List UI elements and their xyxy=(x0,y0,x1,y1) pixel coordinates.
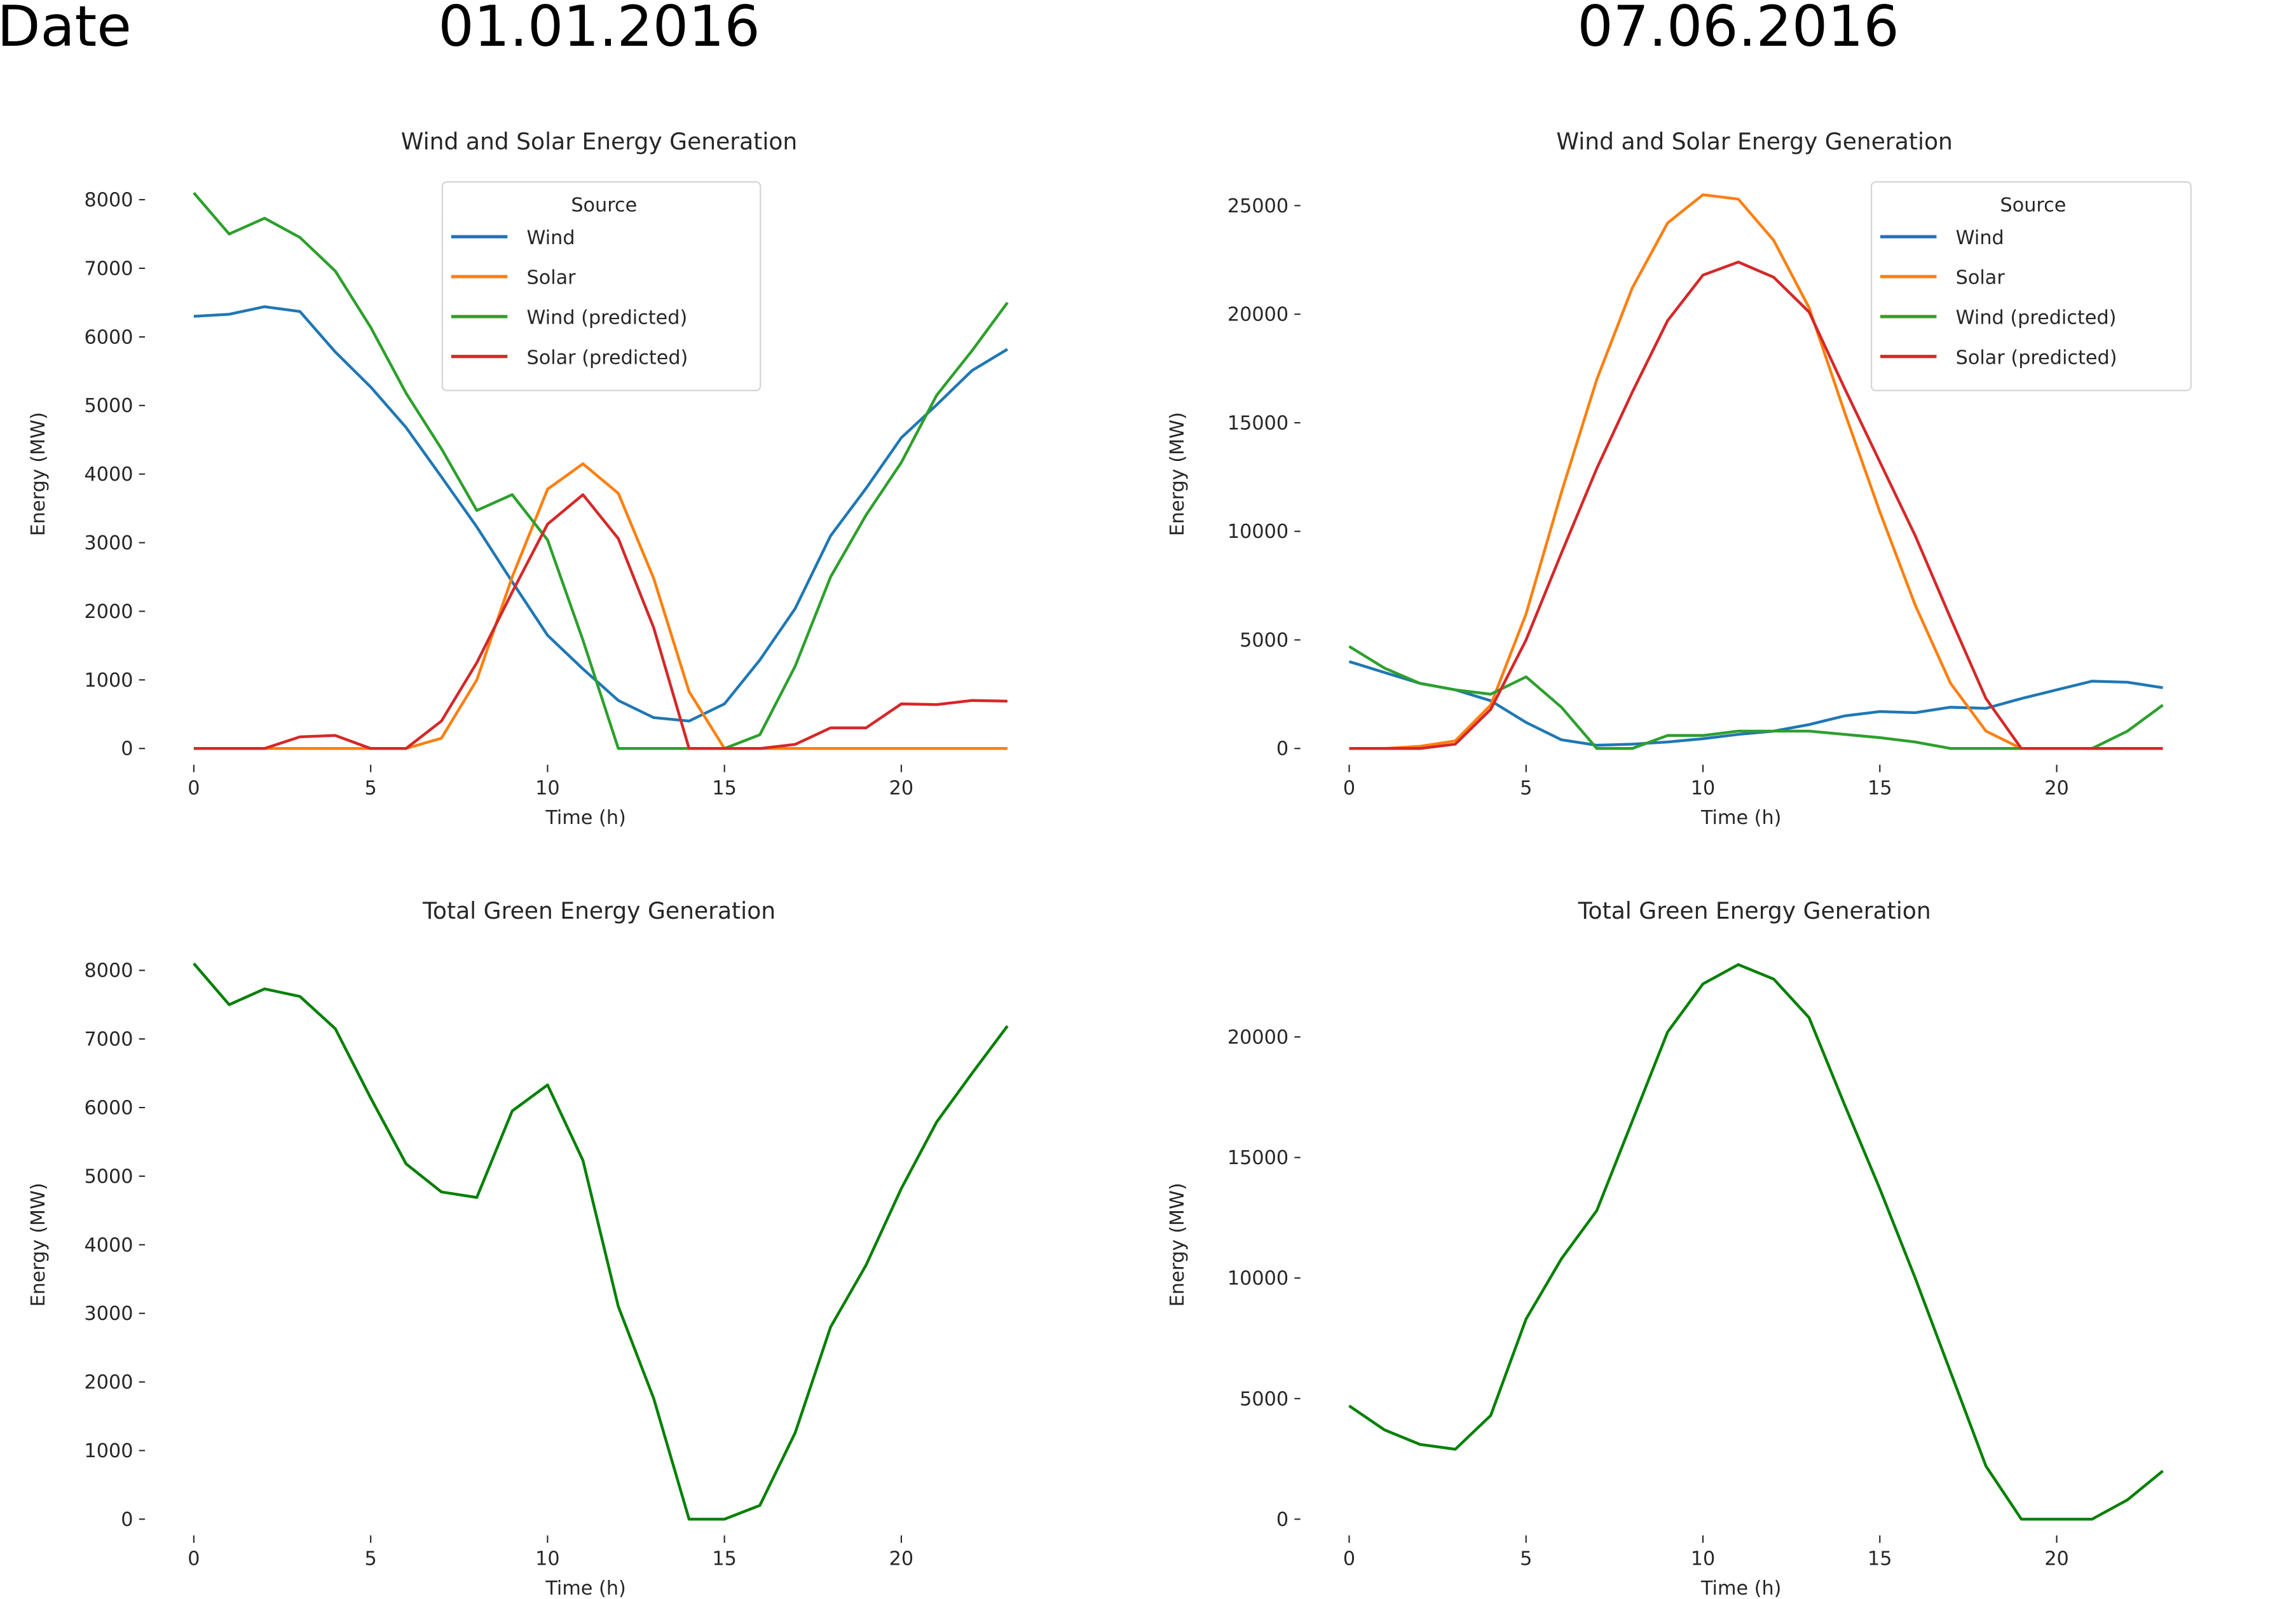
legend-entry: Wind (predicted) xyxy=(1956,307,2117,329)
x-tick-label: 5 xyxy=(1520,1548,1532,1570)
series-line-solar-predicted xyxy=(193,493,1008,750)
x-tick-label: 0 xyxy=(188,777,200,799)
x-tick-label: 20 xyxy=(2044,777,2069,799)
x-tick-label: 10 xyxy=(1691,1548,1716,1570)
y-axis-label: Energy (MW) xyxy=(27,412,50,536)
y-tick-label: 8000 xyxy=(84,960,133,982)
x-tick-label: 0 xyxy=(1343,777,1355,799)
x-tick-label: 20 xyxy=(2044,1548,2069,1570)
chart-title: Wind and Solar Energy Generation xyxy=(1556,128,1952,155)
y-tick-label: 15000 xyxy=(1227,1147,1288,1169)
y-tick-label: 20000 xyxy=(1227,1026,1288,1048)
legend-box xyxy=(441,181,762,392)
chart-title: Total Green Energy Generation xyxy=(1578,898,1931,924)
y-tick-label: 0 xyxy=(1276,1509,1288,1531)
y-tick-label: 7000 xyxy=(84,257,133,280)
x-tick-label: 20 xyxy=(889,1548,914,1570)
legend: Source Wind Solar Wind (predicted) Solar (pr… xyxy=(441,181,762,392)
x-axis-label: Time (h) xyxy=(545,807,625,829)
legend-box xyxy=(1870,181,2192,392)
y-tick-label: 1000 xyxy=(84,1440,133,1462)
x-tick-label: 5 xyxy=(365,777,377,799)
y-tick-label: 2000 xyxy=(84,1371,133,1394)
y-tick-label: 10000 xyxy=(1227,521,1288,543)
y-tick-label: 6000 xyxy=(84,326,133,348)
y-axis-label: Energy (MW) xyxy=(1166,1183,1189,1307)
x-tick-label: 15 xyxy=(1868,1548,1892,1570)
y-tick-label: 0 xyxy=(121,738,133,760)
legend-entry: Solar xyxy=(1956,267,2006,289)
y-tick-label: 0 xyxy=(1276,738,1288,760)
x-tick-label: 0 xyxy=(1343,1548,1355,1570)
x-axis-label: Time (h) xyxy=(545,1577,625,1599)
y-tick-label: 6000 xyxy=(84,1097,133,1120)
x-tick-label: 15 xyxy=(712,1548,737,1570)
y-tick-label: 4000 xyxy=(84,1234,133,1256)
date-value-2: 07.06.2016 xyxy=(1577,0,1899,60)
date-label: Date xyxy=(0,0,132,60)
series-line-total xyxy=(1348,963,2164,1521)
legend-title: Source xyxy=(2000,195,2067,217)
series-line-total xyxy=(193,963,1009,1521)
y-tick-label: 5000 xyxy=(84,1165,133,1188)
x-tick-label: 5 xyxy=(1520,777,1532,799)
y-tick-label: 5000 xyxy=(1240,1388,1288,1410)
chart-title: Wind and Solar Energy Generation xyxy=(401,128,797,155)
date-value-1: 01.01.2016 xyxy=(438,0,760,60)
x-tick-label: 10 xyxy=(535,777,560,799)
x-tick-label: 0 xyxy=(188,1548,200,1570)
y-tick-label: 4000 xyxy=(84,463,133,486)
series-line-solar xyxy=(193,462,1008,750)
x-tick-label: 5 xyxy=(365,1548,377,1570)
legend-entry: Wind xyxy=(527,227,575,249)
chart-title: Total Green Energy Generation xyxy=(422,898,776,924)
y-tick-label: 10000 xyxy=(1227,1268,1288,1290)
legend: Source Wind Solar Wind (predicted) Solar (pr… xyxy=(1870,181,2192,392)
legend-entry: Wind xyxy=(1956,227,2004,249)
y-tick-label: 1000 xyxy=(84,669,133,692)
y-tick-label: 20000 xyxy=(1227,304,1288,326)
x-axis-label: Time (h) xyxy=(1700,807,1781,829)
x-tick-label: 20 xyxy=(889,777,914,799)
y-tick-label: 25000 xyxy=(1227,195,1288,217)
legend-entry: Solar (predicted) xyxy=(527,347,688,369)
y-tick-label: 7000 xyxy=(84,1029,133,1051)
y-tick-label: 15000 xyxy=(1227,412,1288,434)
x-tick-label: 10 xyxy=(1691,777,1716,799)
y-axis-label: Energy (MW) xyxy=(1166,412,1189,536)
y-tick-label: 8000 xyxy=(84,189,133,212)
legend-title: Source xyxy=(571,195,637,217)
y-tick-label: 2000 xyxy=(84,601,133,623)
x-tick-label: 15 xyxy=(712,777,737,799)
x-axis-label: Time (h) xyxy=(1700,1577,1781,1599)
y-tick-label: 3000 xyxy=(84,532,133,554)
legend-entry: Solar xyxy=(527,267,577,289)
legend-entry: Wind (predicted) xyxy=(527,307,688,329)
x-tick-label: 10 xyxy=(535,1548,560,1570)
y-tick-label: 5000 xyxy=(84,395,133,417)
y-tick-label: 0 xyxy=(121,1509,133,1531)
x-tick-label: 15 xyxy=(1868,777,1892,799)
series-line-wind xyxy=(1348,660,2163,747)
y-axis-label: Energy (MW) xyxy=(27,1183,50,1307)
series-line-solar-predicted xyxy=(1349,260,2163,750)
legend-entry: Solar (predicted) xyxy=(1956,347,2117,369)
series-line-wind xyxy=(193,305,1009,723)
y-tick-label: 3000 xyxy=(84,1303,133,1325)
series-line-wind-predicted xyxy=(193,191,1009,750)
y-tick-label: 5000 xyxy=(1240,629,1288,652)
